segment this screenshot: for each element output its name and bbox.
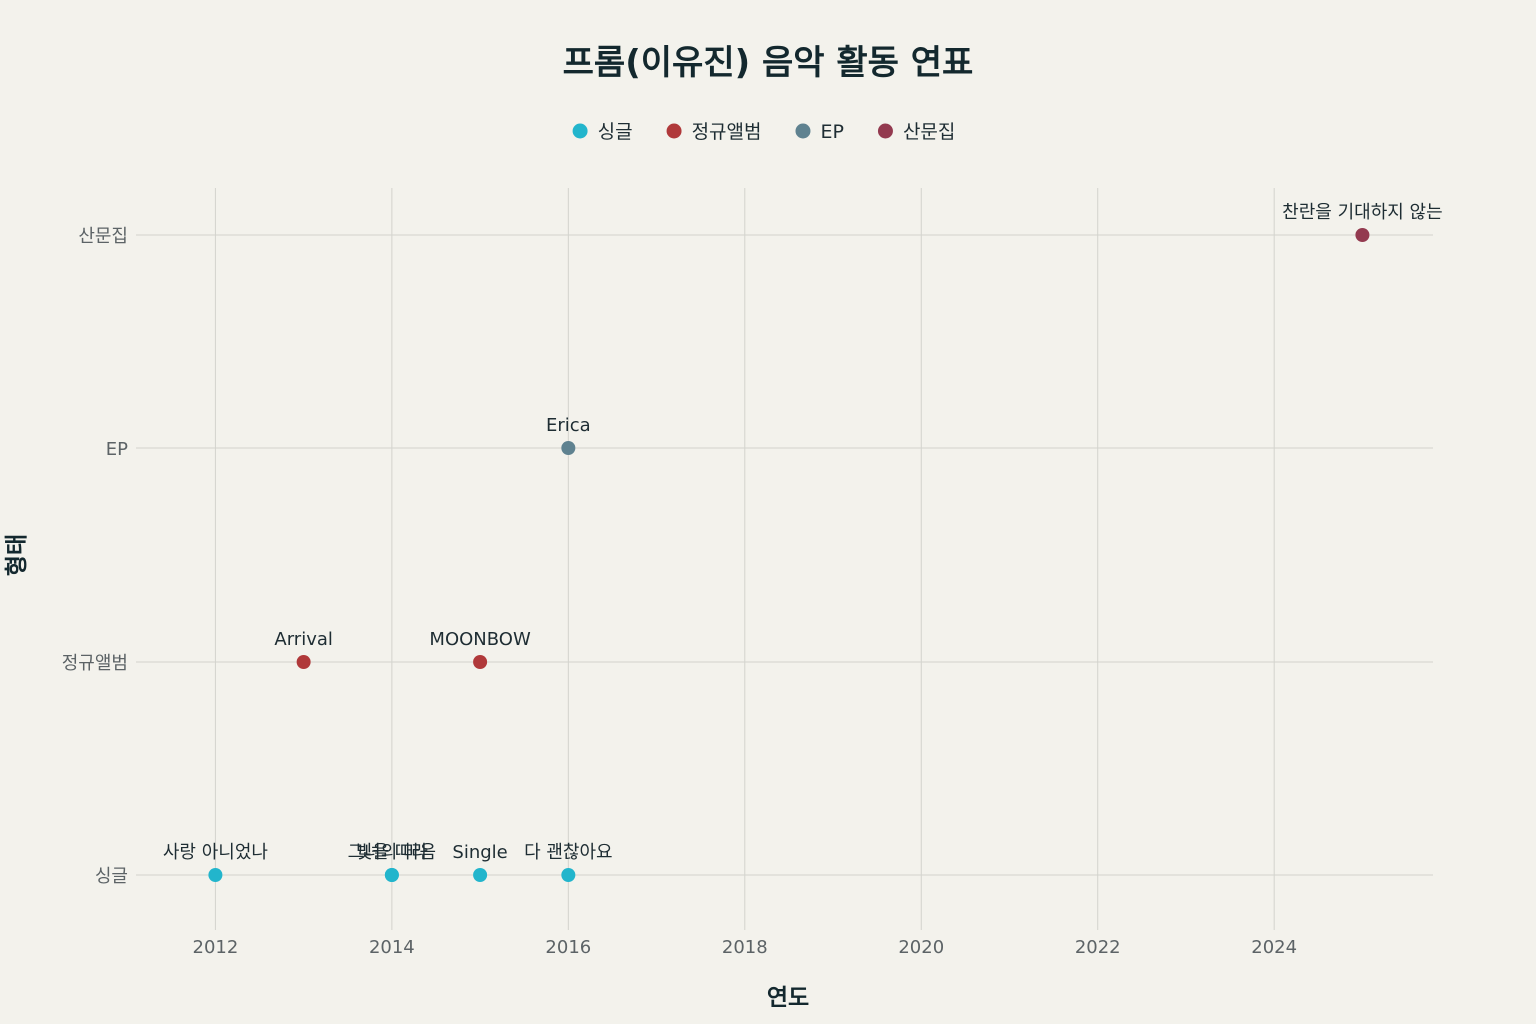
data-point: [1355, 228, 1370, 242]
x-tick-label: 2020: [898, 937, 944, 958]
y-tick-label: EP: [106, 439, 128, 460]
x-tick-label: 2022: [1075, 937, 1121, 958]
point-label: 그녀의 마음: [348, 842, 437, 863]
data-point: [296, 655, 311, 669]
data-points: [208, 228, 1370, 882]
x-tick-label: 2024: [1251, 937, 1297, 958]
y-tick-label: 산문집: [78, 226, 128, 247]
point-label: 찬란을 기대하지 않는: [1282, 202, 1442, 223]
legend-label: 정규앨범: [692, 121, 762, 143]
point-label: Arrival: [274, 629, 332, 650]
chart-title: 프롬(이유진) 음악 활동 연표: [563, 43, 974, 83]
point-label: 빛을 따라: [356, 842, 428, 863]
legend-marker: [572, 123, 588, 139]
legend-marker: [666, 123, 682, 139]
point-label: 다 괜찮아요: [524, 842, 613, 863]
y-tick-label: 싱글: [95, 866, 128, 887]
legend-marker: [877, 123, 893, 139]
data-point: [473, 655, 488, 669]
data-point: [384, 868, 399, 882]
y-tick-label: 정규앨범: [62, 653, 128, 674]
data-point: [561, 868, 576, 882]
legend-label: 싱글: [598, 121, 633, 143]
x-tick-label: 2012: [193, 937, 239, 958]
data-point: [561, 441, 576, 455]
point-label: MOONBOW: [429, 629, 531, 650]
legend-label: EP: [820, 121, 843, 143]
point-label: 사랑 아니었나: [163, 842, 268, 863]
y-axis-title: 형태: [4, 534, 30, 576]
legend: 싱글 정규앨범 EP 산문집: [572, 121, 955, 143]
point-label: Erica: [546, 415, 591, 436]
legend-marker: [795, 123, 811, 139]
grid: [136, 188, 1433, 930]
data-point: [208, 868, 223, 882]
legend-label: 산문집: [903, 121, 955, 143]
point-label: Single: [452, 842, 507, 863]
x-tick-label: 2016: [545, 937, 591, 958]
x-tick-label: 2014: [369, 937, 415, 958]
x-axis-title: 연도: [767, 985, 809, 1011]
data-point: [473, 868, 488, 882]
axis-ticks: 2012 2014 2016 2018 2020 2022 2024 싱글 정규앨범 EP 산문집: [62, 226, 1297, 958]
x-tick-label: 2018: [722, 937, 768, 958]
